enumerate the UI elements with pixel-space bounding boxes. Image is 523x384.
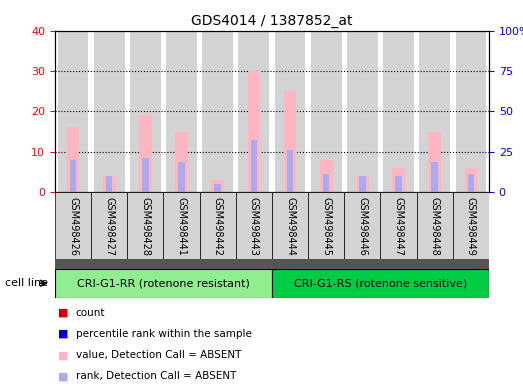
Bar	[214, 184, 221, 192]
Text: cell line: cell line	[5, 278, 48, 288]
Text: count: count	[76, 308, 105, 318]
Text: ■: ■	[58, 371, 68, 381]
Title: GDS4014 / 1387852_at: GDS4014 / 1387852_at	[191, 14, 353, 28]
Text: GSM498444: GSM498444	[285, 197, 295, 256]
Bar	[55, 269, 272, 298]
Bar	[311, 31, 342, 192]
Bar	[238, 31, 269, 192]
Bar	[175, 131, 188, 192]
Bar	[127, 192, 163, 259]
Text: ■: ■	[58, 329, 68, 339]
Bar	[70, 160, 76, 192]
Bar	[453, 192, 489, 259]
Bar	[320, 160, 333, 192]
Bar	[359, 176, 366, 192]
Bar	[91, 192, 127, 259]
Bar	[347, 31, 378, 192]
Bar	[236, 192, 272, 259]
Text: GSM498428: GSM498428	[140, 197, 150, 257]
Text: GSM498449: GSM498449	[466, 197, 476, 256]
Bar	[456, 31, 486, 192]
Bar	[419, 31, 450, 192]
Bar	[287, 150, 293, 192]
Text: GSM498448: GSM498448	[430, 197, 440, 256]
Text: GSM498447: GSM498447	[394, 197, 404, 257]
Bar	[66, 127, 79, 192]
Bar	[464, 168, 477, 192]
Bar	[139, 115, 152, 192]
Bar	[94, 31, 124, 192]
Bar	[428, 131, 441, 192]
Bar	[55, 192, 91, 259]
Bar	[251, 140, 257, 192]
Bar	[275, 31, 305, 192]
Text: GSM498445: GSM498445	[321, 197, 331, 257]
Bar	[283, 91, 297, 192]
Text: rank, Detection Call = ABSENT: rank, Detection Call = ABSENT	[76, 371, 236, 381]
Bar	[272, 269, 489, 298]
Bar	[211, 180, 224, 192]
Text: GSM498442: GSM498442	[213, 197, 223, 257]
Text: GSM498443: GSM498443	[249, 197, 259, 256]
Text: CRI-G1-RS (rotenone sensitive): CRI-G1-RS (rotenone sensitive)	[294, 278, 467, 288]
Text: GSM498426: GSM498426	[68, 197, 78, 257]
Bar	[356, 176, 369, 192]
Text: ■: ■	[58, 308, 68, 318]
Bar	[166, 31, 197, 192]
Text: GSM498441: GSM498441	[177, 197, 187, 256]
Bar	[308, 192, 344, 259]
Bar	[380, 192, 417, 259]
Bar	[431, 162, 438, 192]
Bar	[142, 158, 149, 192]
Bar	[200, 192, 236, 259]
Bar	[272, 192, 308, 259]
Text: ■: ■	[58, 350, 68, 360]
Bar	[163, 192, 200, 259]
Bar	[106, 176, 112, 192]
Bar	[130, 31, 161, 192]
Bar	[417, 192, 453, 259]
Text: GSM498446: GSM498446	[357, 197, 367, 256]
Bar	[383, 31, 414, 192]
Bar	[178, 162, 185, 192]
Bar	[468, 174, 474, 192]
Bar	[323, 174, 329, 192]
Text: value, Detection Call = ABSENT: value, Detection Call = ABSENT	[76, 350, 241, 360]
Bar	[344, 192, 380, 259]
Bar	[58, 31, 88, 192]
Bar	[247, 71, 260, 192]
Bar	[202, 31, 233, 192]
Bar	[392, 168, 405, 192]
Text: percentile rank within the sample: percentile rank within the sample	[76, 329, 252, 339]
Bar	[395, 176, 402, 192]
Bar	[103, 176, 116, 192]
Text: GSM498427: GSM498427	[104, 197, 114, 257]
Text: CRI-G1-RR (rotenone resistant): CRI-G1-RR (rotenone resistant)	[77, 278, 250, 288]
